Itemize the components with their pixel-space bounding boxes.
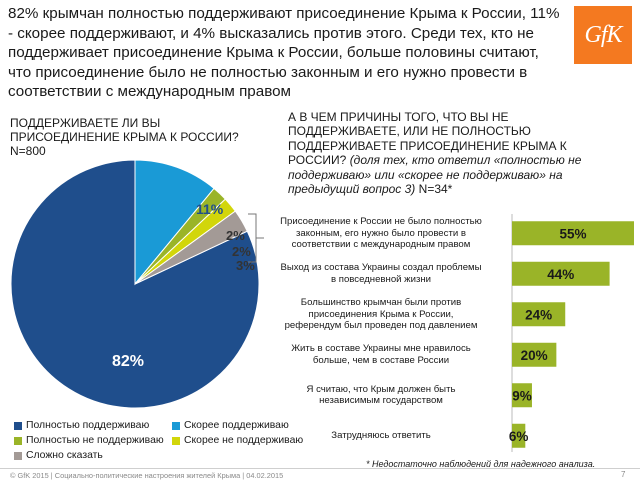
- bar-sample-size: N=34*: [418, 182, 453, 197]
- bar-value-label-1: 44%: [547, 267, 574, 282]
- legend-item: Сложно сказать: [14, 450, 103, 461]
- legend-swatch: [14, 421, 22, 430]
- bar-0: [512, 221, 634, 246]
- bar-question-note: (доля тех, кто ответил «полностью не под…: [288, 153, 582, 197]
- bar-category-label-5: Затрудняюсь ответить: [256, 430, 506, 441]
- legend-swatch: [172, 436, 180, 445]
- bar-category-label-line: в повседневной жизни: [330, 273, 432, 285]
- footer-text: © GfK 2015 | Социально-политические наст…: [10, 471, 284, 480]
- legend-label: Полностью поддерживаю: [26, 420, 150, 431]
- legend-item: Полностью поддерживаю: [14, 420, 149, 431]
- bar-category-label-line: Я считаю, что Крым должен быть: [306, 383, 456, 395]
- bar-value-label-5: 6%: [509, 429, 529, 444]
- sample-note: * Недостаточно наблюдений для надежного …: [366, 459, 596, 469]
- slide-headline: 82% крымчан полностью поддерживают присо…: [8, 5, 560, 101]
- bar-category-label-line: независимым государством: [319, 395, 443, 407]
- bar-category-label-line: больше, чем в составе России: [312, 354, 450, 366]
- legend-label: Скорее не поддерживаю: [184, 435, 304, 446]
- bar-value-label-4: 9%: [512, 388, 532, 403]
- bar-category-label-line: Жить в составе Украины мне нравилось: [291, 343, 471, 355]
- bar-category-label-0: Присоединение к России не было полностью…: [256, 216, 506, 250]
- gfk-logo: GfK: [574, 6, 632, 64]
- legend-label: Скорее поддерживаю: [184, 420, 289, 431]
- pie-sample-size: N=800: [10, 144, 46, 158]
- bar-2: [512, 302, 566, 327]
- pie-bracket: [248, 213, 264, 263]
- pie-slice-hard-to-say: [134, 210, 248, 285]
- bar-category-label-line: присоединения Крыма к России,: [308, 308, 454, 320]
- bar-category-label-1: Выход из состава Украины создал проблемы…: [256, 262, 506, 285]
- pie-label-rather-not-support: 2%: [232, 244, 251, 259]
- legend-swatch: [14, 451, 22, 460]
- bar-value-label-0: 55%: [559, 226, 586, 241]
- legend-label: Сложно сказать: [26, 450, 103, 461]
- pie-question: ПОДДЕРЖИВАЕТЕ ЛИ ВЫ ПРИСОЕДИНЕНИЕ КРЫМА …: [10, 116, 270, 158]
- bar-3: [512, 342, 557, 367]
- bar-value-label-3: 20%: [521, 348, 548, 363]
- bar-question-text: А В ЧЕМ ПРИЧИНЫ ТОГО, ЧТО ВЫ НЕ ПОДДЕРЖИ…: [288, 110, 567, 168]
- pie-question-text: ПОДДЕРЖИВАЕТЕ ЛИ ВЫ ПРИСОЕДИНЕНИЕ КРЫМА …: [10, 116, 239, 144]
- bar-1: [512, 261, 610, 286]
- pie-label-fully-not-support: 2%: [226, 228, 245, 243]
- legend-item: Скорее не поддерживаю: [172, 435, 303, 446]
- bar-category-label-line: Затрудняюсь ответить: [331, 430, 431, 442]
- page-number: 7: [621, 470, 626, 479]
- pie-slice-rather-support: [134, 159, 215, 286]
- bar-category-label-line: референдум был проведен под давлением: [284, 319, 478, 331]
- bar-category-label-2: Большинство крымчан были против присоедин…: [256, 297, 506, 331]
- bar-category-label-line: соответствии с международным правом: [291, 238, 471, 250]
- legend-swatch: [172, 421, 180, 430]
- pie-slice-fully-support: [10, 159, 260, 409]
- legend-swatch: [14, 436, 22, 445]
- bar-category-label-4: Я считаю, что Крым должен быть независимы…: [256, 384, 506, 407]
- bar-4: [512, 383, 532, 408]
- footer-divider: [0, 468, 640, 469]
- bar-value-label-2: 24%: [525, 307, 552, 322]
- bar-category-label-line: Большинство крымчан были против: [300, 297, 462, 309]
- bar-category-label-3: Жить в составе Украины мне нравилось боль…: [256, 343, 506, 366]
- gfk-logo-text: GfK: [584, 21, 622, 48]
- legend-label: Полностью не поддерживаю: [26, 435, 164, 446]
- bar-category-label-line: Присоединение к России не было полностью: [280, 216, 482, 228]
- bar-question: А В ЧЕМ ПРИЧИНЫ ТОГО, ЧТО ВЫ НЕ ПОДДЕРЖИ…: [288, 110, 608, 196]
- bar-category-label-line: Выход из состава Украины создал проблемы: [280, 262, 482, 274]
- pie-label-rather-support: 11%: [196, 201, 224, 217]
- bar-5: [512, 423, 526, 448]
- legend-item: Скорее поддерживаю: [172, 420, 289, 431]
- bar-category-label-line: законным, его нужно было провести в: [296, 227, 466, 239]
- pie-label-fully-support: 82%: [112, 353, 144, 370]
- legend-item: Полностью не поддерживаю: [14, 435, 164, 446]
